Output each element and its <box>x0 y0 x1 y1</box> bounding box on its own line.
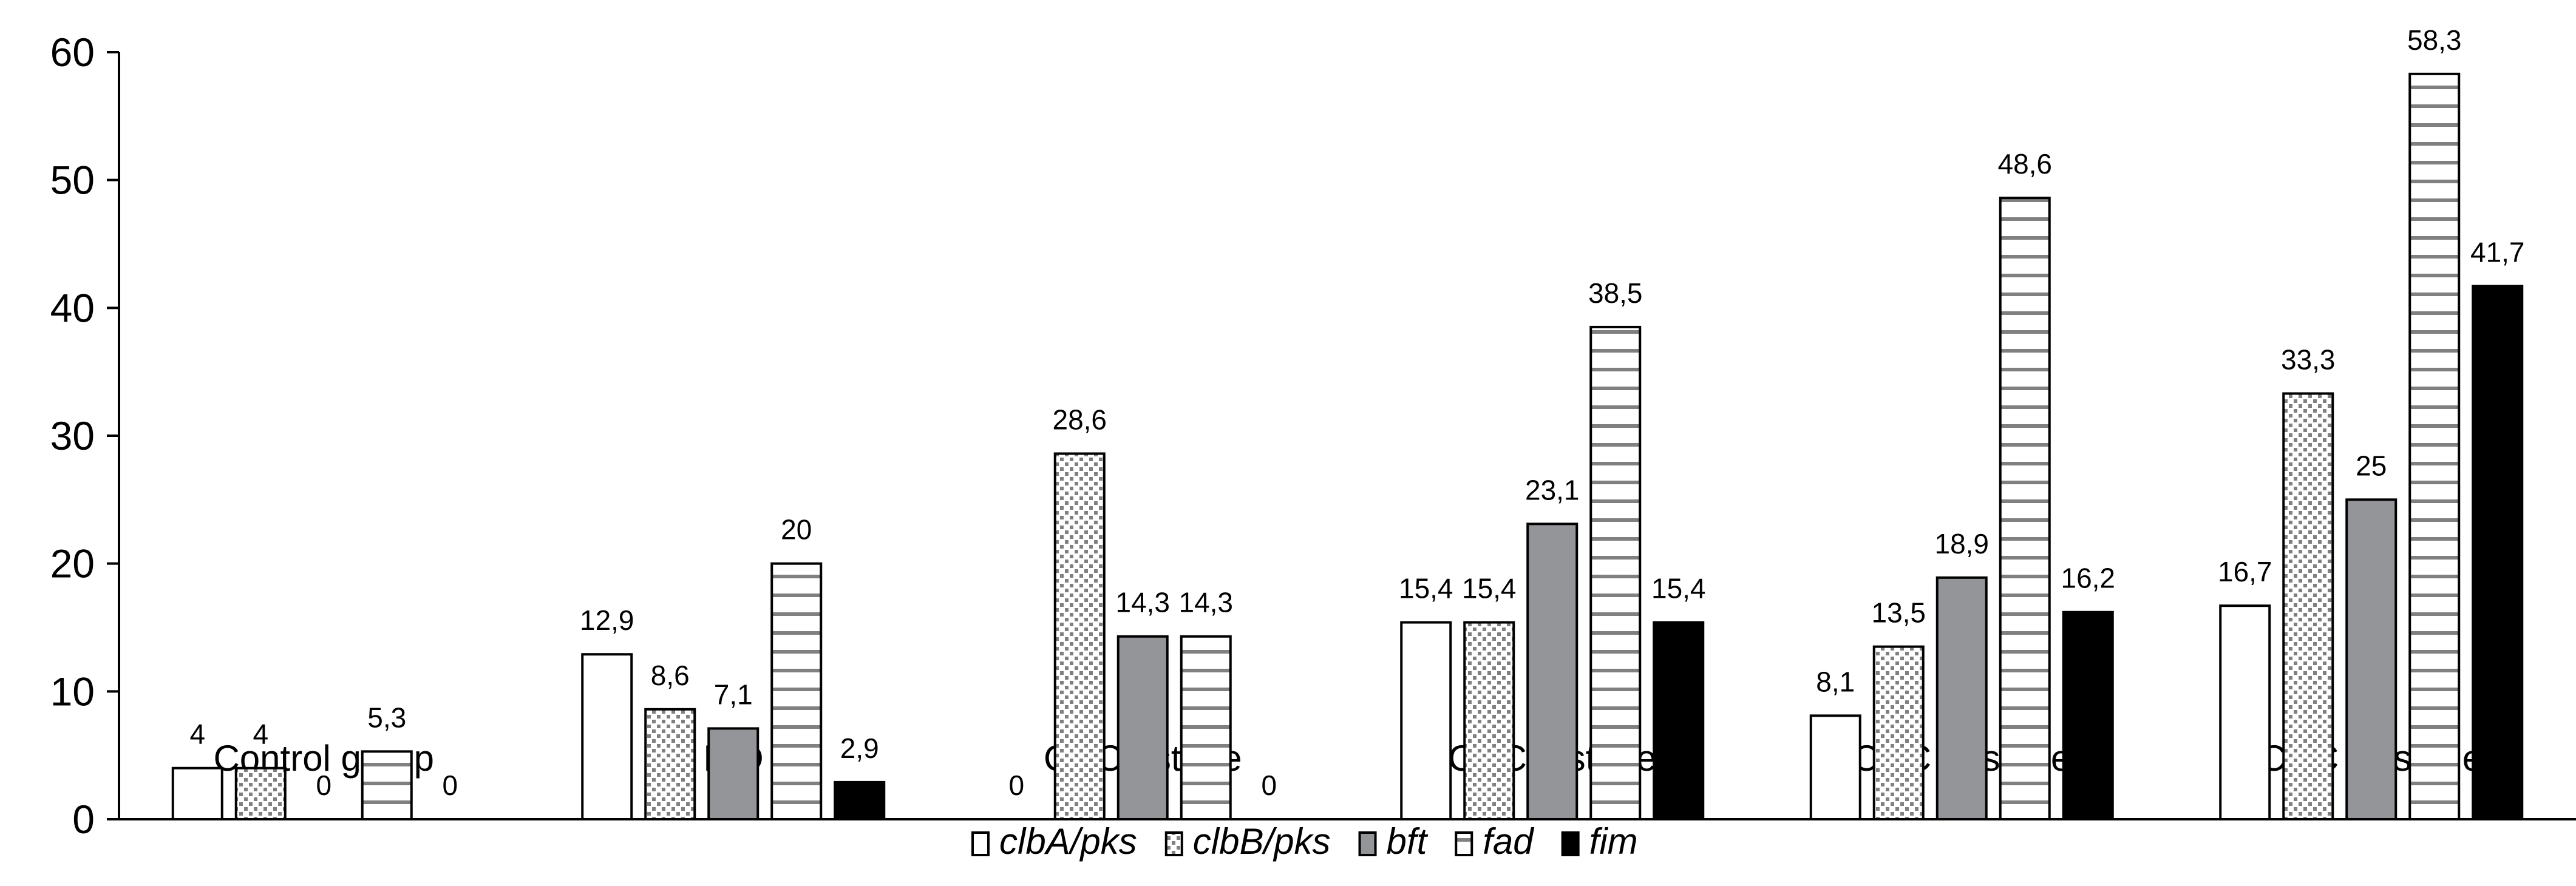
bar-fad <box>770 562 823 821</box>
data-label: 58,3 <box>2407 24 2462 56</box>
legend-label: fim <box>1589 821 1638 862</box>
data-label: 0 <box>1008 769 1024 801</box>
data-label: 8,1 <box>1816 666 1855 697</box>
legend-label: bft <box>1387 821 1429 862</box>
bar-bft <box>1526 522 1579 820</box>
bar-clba-pks <box>171 766 223 820</box>
bar-clba-pks <box>1809 714 1861 820</box>
data-label: 12,9 <box>580 604 634 636</box>
bar-bft <box>707 727 760 820</box>
legend-swatch <box>971 831 990 856</box>
y-tick-label: 20 <box>50 541 95 586</box>
data-label: 16,7 <box>2218 556 2272 587</box>
data-label: 2,9 <box>840 732 879 764</box>
data-label: 14,3 <box>1115 587 1170 618</box>
bar-fad <box>2408 72 2461 820</box>
bar-bft <box>2345 498 2398 820</box>
data-label: 0 <box>316 769 331 801</box>
bar-clbb-pks <box>234 766 287 820</box>
data-label: 14,3 <box>1178 587 1233 618</box>
bar-clbb-pks <box>1872 645 1925 820</box>
legend-label: fad <box>1483 821 1534 862</box>
data-label: 48,6 <box>1997 148 2052 180</box>
legend-item: fim <box>1561 821 1638 862</box>
data-label: 23,1 <box>1525 474 1580 506</box>
bar-clba-pks <box>2219 604 2271 820</box>
legend-swatch <box>1358 831 1377 856</box>
data-label: 13,5 <box>1871 597 1926 629</box>
data-label: 33,3 <box>2281 343 2336 375</box>
bar-clbb-pks <box>644 708 696 820</box>
legend-item: fad <box>1455 821 1534 862</box>
data-label: 18,9 <box>1934 528 1989 560</box>
data-label: 25 <box>2356 450 2387 481</box>
legend-item: bft <box>1358 821 1429 862</box>
bar-clba-pks <box>1400 621 1452 821</box>
bar-clbb-pks <box>1463 621 1515 821</box>
y-tick-label: 30 <box>50 413 95 458</box>
bar-fim <box>1653 621 1705 821</box>
data-label: 4 <box>189 719 205 750</box>
bar-fad <box>1180 635 1232 821</box>
bar-bft <box>1935 576 1988 821</box>
bar-fim <box>834 780 886 820</box>
data-label: 0 <box>442 769 458 801</box>
bar-bft <box>1116 635 1169 821</box>
bar-fad <box>1999 197 2051 821</box>
legend-item: clbA/pks <box>971 821 1137 862</box>
y-tick-label: 0 <box>72 797 95 842</box>
data-label: 8,6 <box>651 660 690 691</box>
legend-label: clbA/pks <box>999 821 1137 862</box>
bar-clba-pks <box>581 653 633 820</box>
y-tick-label: 50 <box>50 158 95 203</box>
bar-fim <box>2472 285 2524 820</box>
bar-clbb-pks <box>1053 452 1106 820</box>
data-label: 7,1 <box>714 678 753 710</box>
data-label: 28,6 <box>1052 404 1107 435</box>
legend-swatch <box>1455 831 1473 856</box>
bar-fad <box>361 750 413 821</box>
data-label: 15,4 <box>1651 573 1706 604</box>
bar-fad <box>1589 325 1642 820</box>
legend-swatch <box>1164 831 1183 856</box>
data-label: 16,2 <box>2061 563 2115 594</box>
legend-label: clbB/pks <box>1193 821 1331 862</box>
legend-swatch <box>1561 831 1580 856</box>
data-label: 38,5 <box>1588 277 1643 309</box>
y-tick-label: 40 <box>50 285 95 330</box>
data-label: 15,4 <box>1462 573 1517 604</box>
data-label: 4 <box>253 719 268 750</box>
bar-clbb-pks <box>2282 392 2334 820</box>
y-tick-label: 10 <box>50 669 95 714</box>
data-label: 15,4 <box>1399 573 1453 604</box>
legend-item: clbB/pks <box>1164 821 1331 862</box>
data-label: 0 <box>1261 769 1277 801</box>
data-label: 41,7 <box>2470 237 2525 268</box>
data-label: 5,3 <box>367 702 406 733</box>
data-label: 20 <box>781 514 812 546</box>
y-tick-label: 60 <box>50 30 95 75</box>
bar-fim <box>2062 610 2114 820</box>
